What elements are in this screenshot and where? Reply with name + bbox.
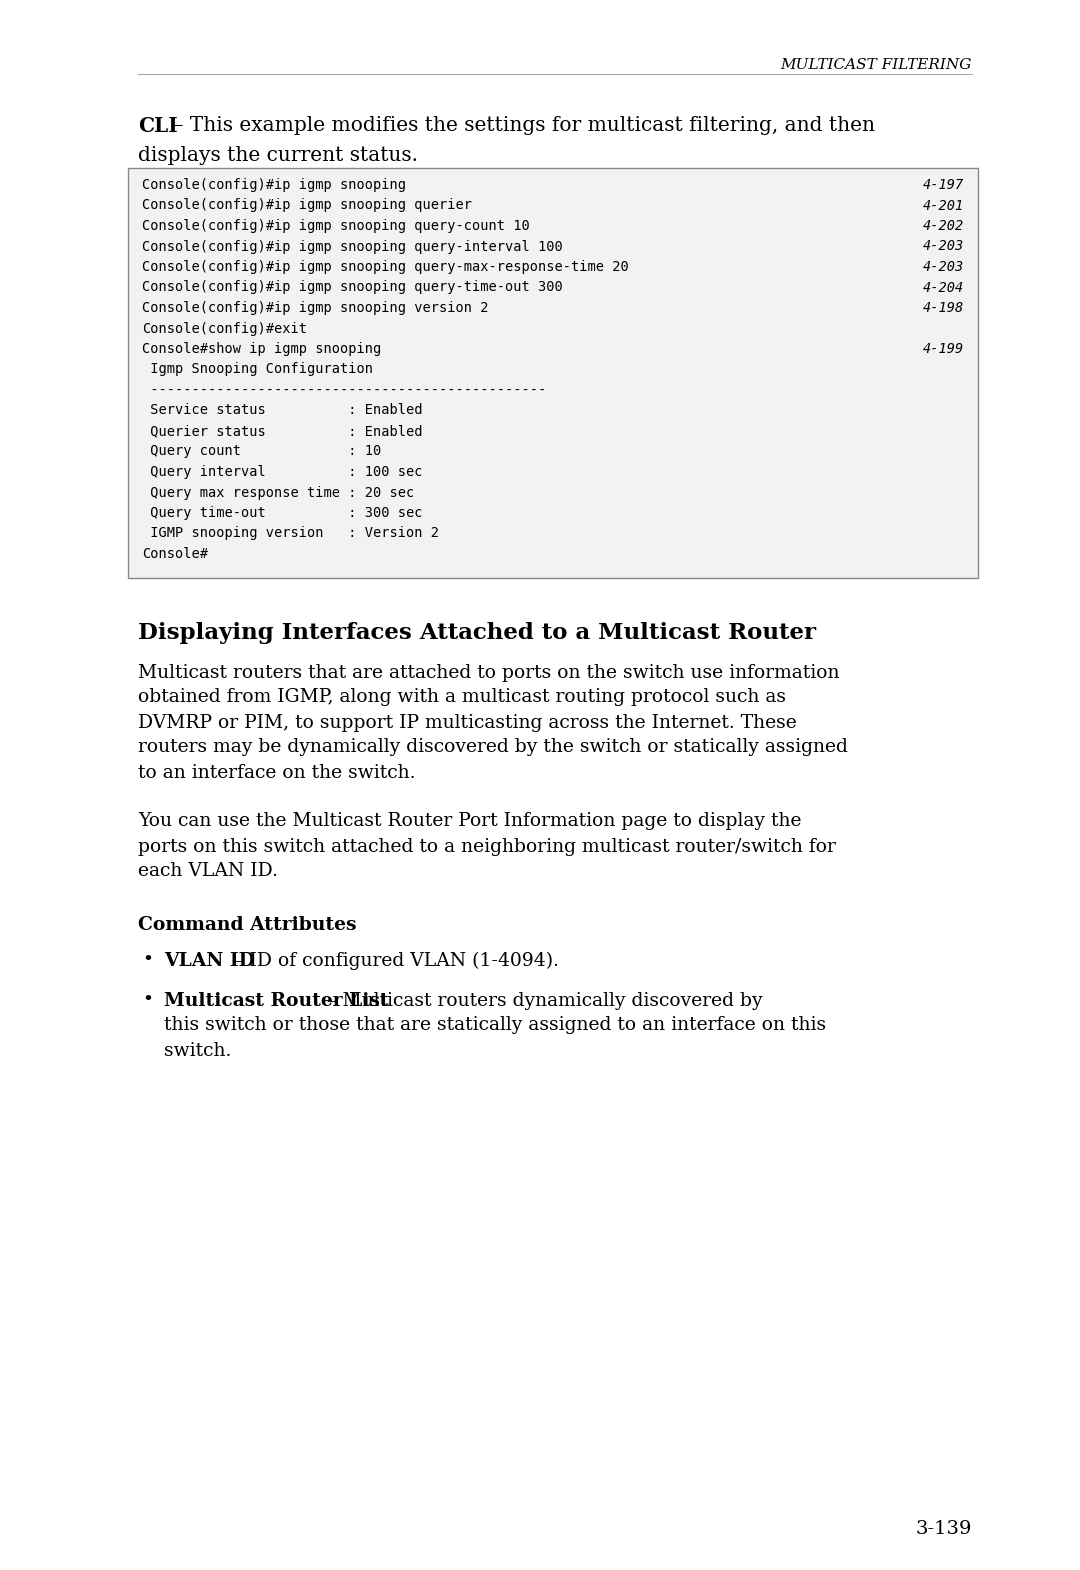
Text: obtained from IGMP, along with a multicast routing protocol such as: obtained from IGMP, along with a multica… (138, 689, 786, 706)
Text: Displaying Interfaces Attached to a Multicast Router: Displaying Interfaces Attached to a Mult… (138, 622, 816, 644)
Text: MULTICAST FILTERING: MULTICAST FILTERING (781, 58, 972, 72)
Text: – This example modifies the settings for multicast filtering, and then: – This example modifies the settings for… (167, 116, 875, 135)
Text: Console(config)#ip igmp snooping query-count 10: Console(config)#ip igmp snooping query-c… (141, 218, 530, 232)
Text: Command Attributes: Command Attributes (138, 915, 356, 934)
Text: IGMP snooping version   : Version 2: IGMP snooping version : Version 2 (141, 526, 438, 540)
FancyBboxPatch shape (129, 168, 978, 578)
Text: •: • (141, 992, 153, 1010)
Text: Console(config)#ip igmp snooping querier: Console(config)#ip igmp snooping querier (141, 198, 472, 212)
Text: each VLAN ID.: each VLAN ID. (138, 862, 278, 881)
Text: Console(config)#ip igmp snooping query-time-out 300: Console(config)#ip igmp snooping query-t… (141, 281, 563, 295)
Text: – Multicast routers dynamically discovered by: – Multicast routers dynamically discover… (321, 992, 762, 1010)
Text: 4-201: 4-201 (922, 198, 964, 212)
Text: 4-204: 4-204 (922, 281, 964, 295)
Text: Multicast Router List: Multicast Router List (164, 992, 389, 1010)
Text: Console(config)#exit: Console(config)#exit (141, 322, 307, 336)
Text: Querier status          : Enabled: Querier status : Enabled (141, 424, 422, 438)
Text: Query interval          : 100 sec: Query interval : 100 sec (141, 465, 422, 479)
Text: Console(config)#ip igmp snooping: Console(config)#ip igmp snooping (141, 177, 406, 192)
Text: switch.: switch. (164, 1041, 231, 1060)
Text: •: • (141, 951, 153, 970)
Text: VLAN ID: VLAN ID (164, 951, 255, 970)
Text: Multicast routers that are attached to ports on the switch use information: Multicast routers that are attached to p… (138, 664, 839, 681)
Text: Console(config)#ip igmp snooping version 2: Console(config)#ip igmp snooping version… (141, 301, 488, 316)
Text: 4-197: 4-197 (922, 177, 964, 192)
Text: Query count             : 10: Query count : 10 (141, 444, 381, 458)
Text: DVMRP or PIM, to support IP multicasting across the Internet. These: DVMRP or PIM, to support IP multicasting… (138, 713, 797, 732)
Text: this switch or those that are statically assigned to an interface on this: this switch or those that are statically… (164, 1016, 826, 1035)
Text: Console#show ip igmp snooping: Console#show ip igmp snooping (141, 342, 381, 356)
Text: Query max response time : 20 sec: Query max response time : 20 sec (141, 485, 415, 499)
Text: Query time-out          : 300 sec: Query time-out : 300 sec (141, 506, 422, 520)
Text: to an interface on the switch.: to an interface on the switch. (138, 763, 416, 782)
Text: Console(config)#ip igmp snooping query-max-response-time 20: Console(config)#ip igmp snooping query-m… (141, 261, 629, 275)
Text: – ID of configured VLAN (1-4094).: – ID of configured VLAN (1-4094). (228, 951, 559, 970)
Text: You can use the Multicast Router Port Information page to display the: You can use the Multicast Router Port In… (138, 813, 801, 831)
Text: 4-198: 4-198 (922, 301, 964, 316)
Text: 3-139: 3-139 (916, 1520, 972, 1539)
Text: 4-202: 4-202 (922, 218, 964, 232)
Text: 4-203: 4-203 (922, 240, 964, 253)
Text: displays the current status.: displays the current status. (138, 146, 418, 165)
Text: routers may be dynamically discovered by the switch or statically assigned: routers may be dynamically discovered by… (138, 738, 848, 757)
Text: Igmp Snooping Configuration: Igmp Snooping Configuration (141, 363, 373, 377)
Text: ------------------------------------------------: ----------------------------------------… (141, 383, 546, 397)
Text: Console#: Console# (141, 546, 208, 560)
Text: CLI: CLI (138, 116, 177, 137)
Text: ports on this switch attached to a neighboring multicast router/switch for: ports on this switch attached to a neigh… (138, 837, 836, 856)
Text: 4-199: 4-199 (922, 342, 964, 356)
Text: Console(config)#ip igmp snooping query-interval 100: Console(config)#ip igmp snooping query-i… (141, 240, 563, 253)
Text: 4-203: 4-203 (922, 261, 964, 275)
Text: Service status          : Enabled: Service status : Enabled (141, 403, 422, 418)
